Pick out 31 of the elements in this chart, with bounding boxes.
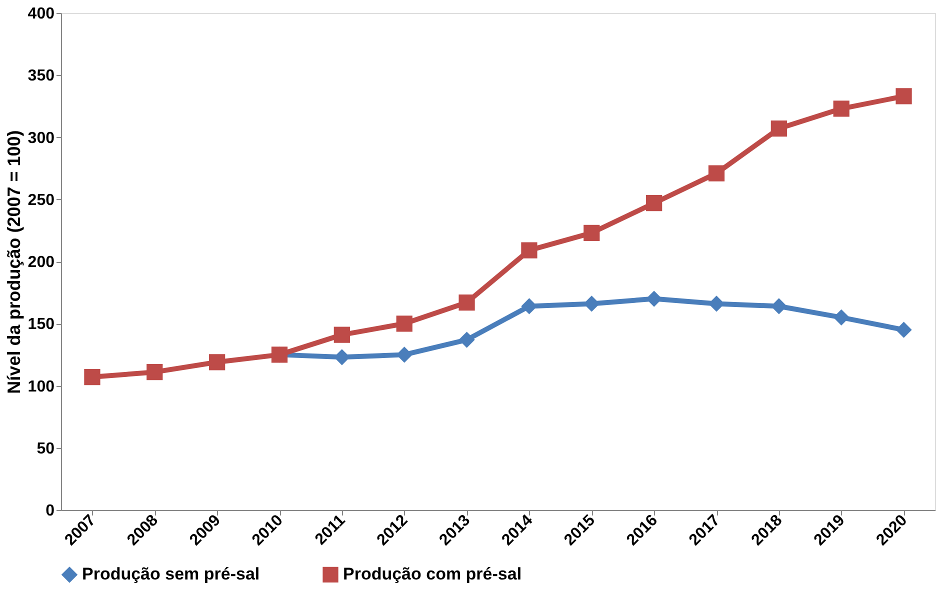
y-tick-label: 250 [28,192,55,209]
point [458,294,475,311]
point [833,309,850,326]
point [833,100,850,117]
y-tick-label: 100 [28,378,55,396]
legend-label: Produção sem pré-sal [82,564,260,584]
y-tick-label: 350 [28,68,55,85]
y-tick-label: 400 [28,6,55,22]
point [146,364,163,380]
point [646,195,662,212]
point [896,88,912,104]
point [708,165,725,182]
point [396,316,412,332]
point [584,224,600,241]
point [770,120,787,137]
y-tick-label: 0 [46,502,55,520]
point [521,242,538,258]
point [896,322,912,338]
y-tick-label: 200 [28,254,55,271]
y-tick-label: 150 [28,316,55,334]
point [458,332,475,348]
legend-label: Produção com pré-sal [343,564,522,584]
y-axis-title: Nível da produção (2007 = 100) [4,130,24,394]
point [646,290,662,307]
point [84,368,100,386]
point [334,349,350,366]
point [584,296,600,312]
point [209,354,226,370]
y-tick-label: 50 [36,440,55,458]
point [334,326,350,343]
y-tick-label: 300 [28,130,55,147]
